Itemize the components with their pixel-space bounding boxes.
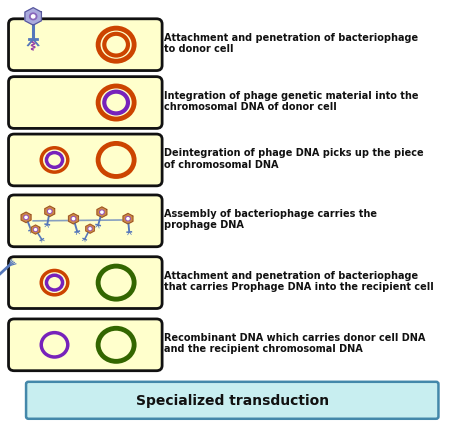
Text: Deintegration of phage DNA picks up the piece
of chromosomal DNA: Deintegration of phage DNA picks up the … xyxy=(164,148,423,169)
Text: Assembly of bacteriophage carries the
prophage DNA: Assembly of bacteriophage carries the pr… xyxy=(164,208,376,230)
Polygon shape xyxy=(25,9,41,26)
Circle shape xyxy=(47,210,52,214)
FancyBboxPatch shape xyxy=(9,319,162,371)
Text: Attachment and penetration of bacteriophage
to donor cell: Attachment and penetration of bacterioph… xyxy=(164,33,418,54)
Circle shape xyxy=(126,217,130,221)
FancyBboxPatch shape xyxy=(9,77,162,129)
Circle shape xyxy=(35,229,36,231)
Polygon shape xyxy=(123,214,133,224)
Circle shape xyxy=(100,210,104,215)
Circle shape xyxy=(104,92,128,114)
FancyBboxPatch shape xyxy=(9,20,162,71)
Polygon shape xyxy=(97,207,107,218)
Circle shape xyxy=(46,276,63,290)
Circle shape xyxy=(73,218,74,220)
Polygon shape xyxy=(31,226,40,234)
Circle shape xyxy=(29,14,37,21)
Circle shape xyxy=(49,211,51,213)
FancyBboxPatch shape xyxy=(9,195,162,247)
Circle shape xyxy=(98,266,134,299)
Polygon shape xyxy=(86,225,94,233)
Circle shape xyxy=(101,212,103,214)
Text: Attachment and penetration of bacteriophage
that carries Prophage DNA into the r: Attachment and penetration of bacterioph… xyxy=(164,270,433,292)
FancyBboxPatch shape xyxy=(9,257,162,309)
Text: Specialized transduction: Specialized transduction xyxy=(136,393,329,408)
Circle shape xyxy=(104,35,128,56)
Circle shape xyxy=(89,228,91,230)
Text: Integration of phage genetic material into the
chromosomal DNA of donor cell: Integration of phage genetic material in… xyxy=(164,90,418,112)
Circle shape xyxy=(25,217,27,219)
Circle shape xyxy=(41,148,68,173)
FancyBboxPatch shape xyxy=(9,135,162,187)
Polygon shape xyxy=(21,213,31,223)
FancyBboxPatch shape xyxy=(26,382,438,419)
Circle shape xyxy=(31,16,35,19)
Circle shape xyxy=(46,153,63,168)
Circle shape xyxy=(24,216,28,220)
Circle shape xyxy=(98,329,134,362)
Circle shape xyxy=(88,227,92,231)
Circle shape xyxy=(98,29,134,62)
Circle shape xyxy=(34,228,37,232)
Circle shape xyxy=(71,217,76,221)
Polygon shape xyxy=(45,207,55,217)
Text: Recombinant DNA which carries donor cell DNA
and the recipient chromosomal DNA: Recombinant DNA which carries donor cell… xyxy=(164,332,425,354)
Circle shape xyxy=(41,333,68,357)
Circle shape xyxy=(41,271,68,295)
Circle shape xyxy=(98,144,134,177)
Circle shape xyxy=(127,218,129,220)
Polygon shape xyxy=(69,214,78,224)
Circle shape xyxy=(98,87,134,120)
